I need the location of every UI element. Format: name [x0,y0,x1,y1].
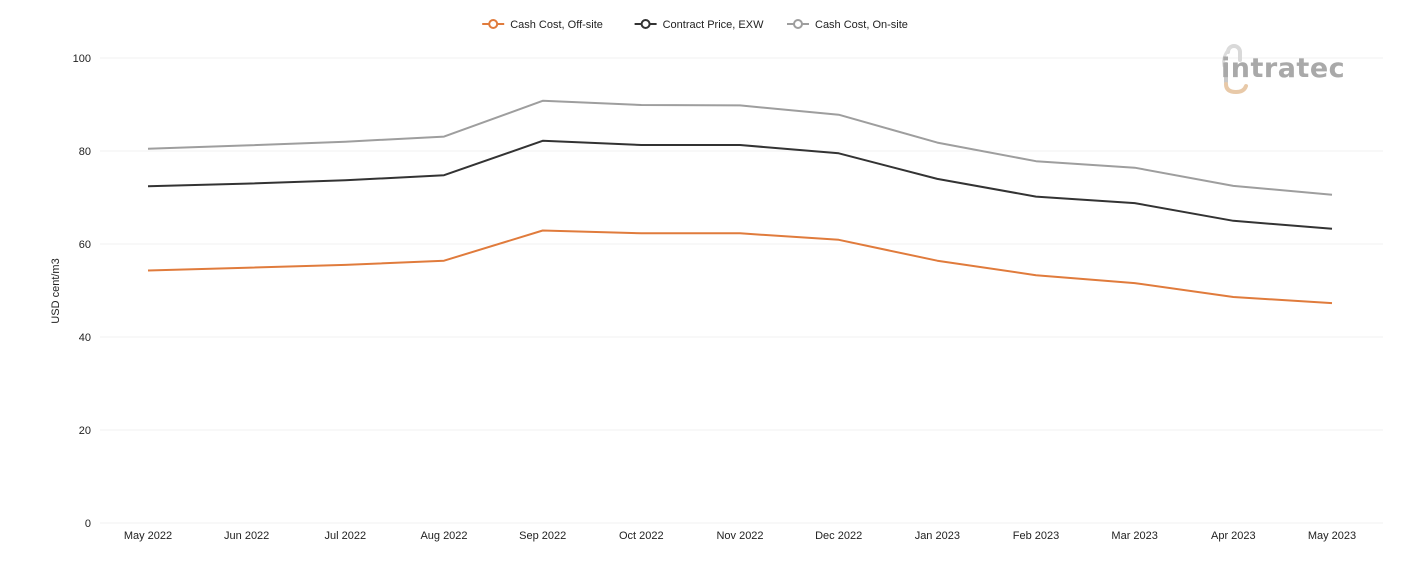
series-line-0 [147,229,1333,305]
x-tick-label: Apr 2023 [1211,530,1256,542]
legend-marker [640,19,651,29]
x-tick-label: Jul 2022 [325,530,367,542]
legend-item-1: Contract Price, EXW [634,19,764,31]
legend: Cash Cost, Off-site Contract Price, EXW Ca… [482,19,908,31]
y-tick-label: 40 [79,332,91,344]
y-axis-title: USD cent/m3 [50,258,62,323]
x-tick-label: Feb 2023 [1013,530,1059,542]
series-lines [147,99,1333,305]
logo-icon [1222,44,1248,95]
x-tick-label: Mar 2023 [1111,530,1157,542]
y-tick-label: 0 [85,518,91,530]
x-tick-label: Oct 2022 [619,530,664,542]
y-axis: 0 20 40 60 80 100 [73,53,91,530]
legend-label: Contract Price, EXW [663,19,764,31]
series-line-2 [147,99,1333,196]
series-line-1 [147,139,1333,230]
x-tick-label: Sep 2022 [519,530,566,542]
y-tick-label: 60 [79,239,91,251]
logo-text: intratec [1221,53,1345,84]
legend-marker [488,19,499,29]
intratec-logo: intratec [1221,44,1345,95]
x-tick-label: Aug 2022 [420,530,467,542]
y-tick-label: 100 [73,53,91,65]
x-axis: May 2022 Jun 2022 Jul 2022 Aug 2022 Sep 2022… [124,530,1356,542]
x-tick-label: Jan 2023 [915,530,960,542]
legend-label: Cash Cost, Off-site [510,19,603,31]
x-tick-label: May 2023 [1308,530,1356,542]
gridlines [100,57,1383,524]
legend-marker [793,19,803,29]
x-tick-label: Nov 2022 [716,530,763,542]
x-tick-label: May 2022 [124,530,172,542]
x-tick-label: Dec 2022 [815,530,862,542]
y-tick-label: 20 [79,425,91,437]
legend-item-2: Cash Cost, On-site [787,19,908,31]
legend-item-0: Cash Cost, Off-site [482,19,603,31]
x-tick-label: Jun 2022 [224,530,269,542]
y-tick-label: 80 [79,146,91,158]
legend-label: Cash Cost, On-site [815,19,908,31]
